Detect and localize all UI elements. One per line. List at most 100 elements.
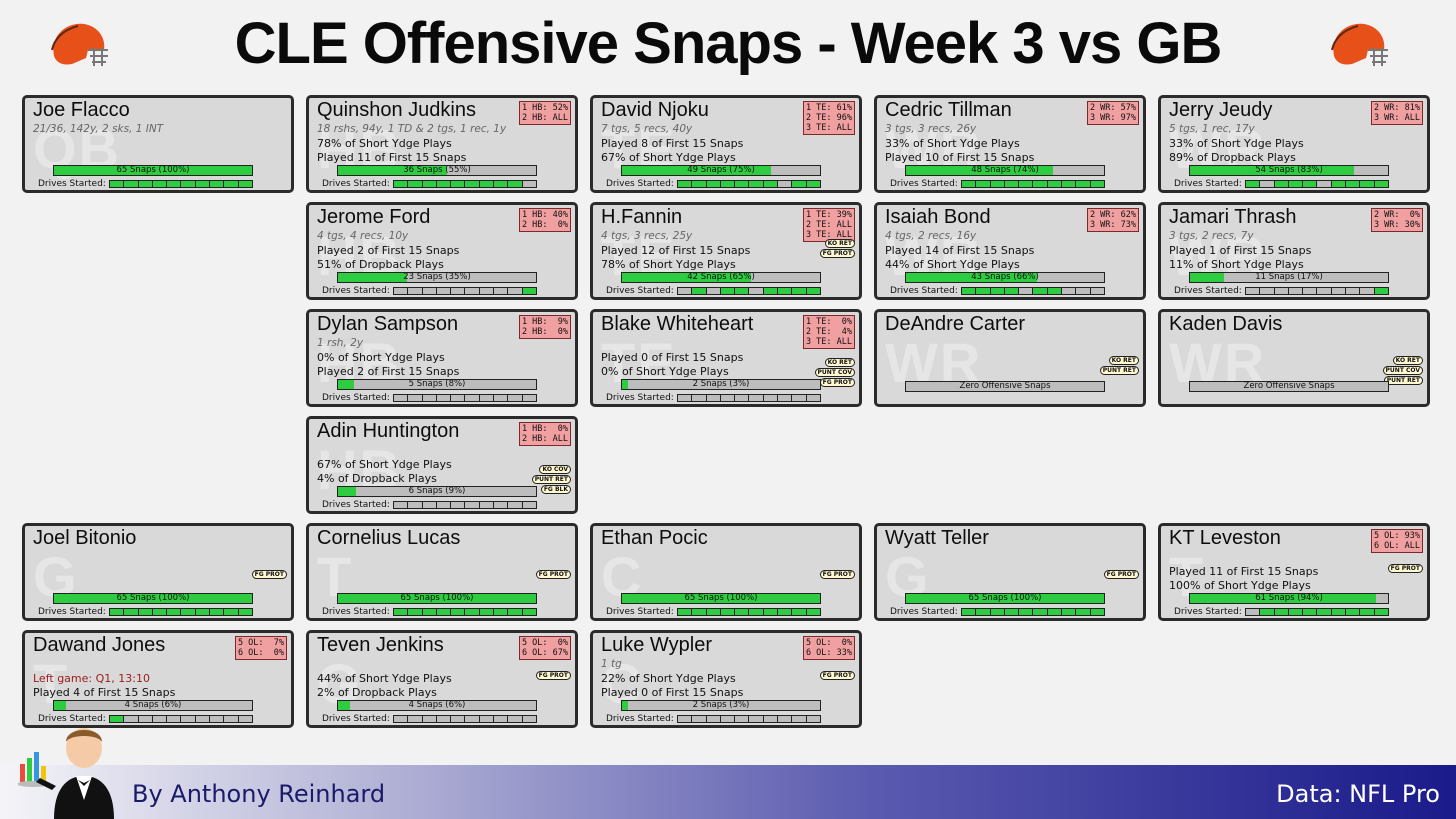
- drive-segment: [522, 502, 536, 508]
- drive-segment: [720, 609, 736, 615]
- note-line-2: 67% of Short Ydge Plays: [601, 151, 736, 164]
- note-line-2: 89% of Dropback Plays: [1169, 151, 1296, 164]
- player-name: Jamari Thrash: [1169, 206, 1297, 228]
- snap-bar-fill: [1190, 594, 1377, 603]
- player-name: DeAndre Carter: [885, 313, 1026, 335]
- drive-segment: [436, 181, 452, 187]
- stat-line: 3 tgs, 2 recs, 7y: [1169, 230, 1254, 242]
- note-line-1: Played 11 of First 15 Snaps: [1169, 565, 1319, 578]
- footer-banner: [0, 765, 1456, 819]
- drive-segment: [238, 181, 252, 187]
- stat-line: 4 tgs, 2 recs, 16y: [885, 230, 977, 242]
- drive-segment: [692, 716, 707, 722]
- drive-segment: [1019, 609, 1034, 615]
- author-credit: By Anthony Reinhard: [132, 780, 386, 808]
- role-tag: KO RET: [824, 239, 855, 248]
- personnel-badge: 1 TE: 0% 2 TE: 4% 3 TE: ALL: [802, 315, 855, 349]
- drive-segment: [692, 181, 707, 187]
- note-line-2: 2% of Dropback Plays: [317, 686, 437, 699]
- note-line-2: Played 0 of First 15 Snaps: [601, 686, 744, 699]
- drive-segment: [763, 609, 779, 615]
- player-card: T Cornelius Lucas FG PROT 65 Snaps (100%) Dr…: [306, 523, 578, 621]
- drive-segment: [1004, 609, 1020, 615]
- snap-bar-fill: [622, 380, 628, 389]
- drive-segment: [1076, 288, 1091, 294]
- drive-segment: [1033, 288, 1048, 294]
- player-card: T Dawand Jones Left game: Q1, 13:10 Played …: [22, 630, 294, 728]
- player-name: KT Leveston: [1169, 527, 1281, 549]
- drive-segment: [792, 716, 807, 722]
- drives-started-track: [1245, 287, 1389, 295]
- drive-segment: [749, 716, 764, 722]
- drive-segment: [1360, 181, 1375, 187]
- drive-segment: [976, 181, 991, 187]
- snap-bar-fill: [1190, 166, 1355, 175]
- drive-segment: [692, 288, 707, 294]
- drive-segment: [1019, 181, 1034, 187]
- drives-started-label: Drives Started:: [606, 714, 674, 724]
- special-teams-roles: FG PROT: [1103, 570, 1139, 579]
- drive-segment: [763, 288, 779, 294]
- drives-started-label: Drives Started:: [1174, 286, 1242, 296]
- note-line-1: 33% of Short Ydge Plays: [1169, 137, 1304, 150]
- drive-segment: [210, 181, 225, 187]
- note-line-2: 11% of Short Ydge Plays: [1169, 258, 1304, 271]
- drive-segment: [436, 716, 452, 722]
- role-tag: FG PROT: [535, 671, 571, 680]
- role-tag: FG PROT: [819, 671, 855, 680]
- drive-segment: [394, 288, 409, 294]
- personnel-badge: 2 WR: 0% 3 WR: 30%: [1370, 208, 1423, 232]
- player-name: Wyatt Teller: [885, 527, 989, 549]
- drive-segment: [479, 502, 495, 508]
- snap-bar-fill: [338, 273, 408, 282]
- drives-started-track: [393, 608, 537, 616]
- drive-segment: [1360, 609, 1375, 615]
- drive-segment: [522, 288, 536, 294]
- drives-started-track: [961, 287, 1105, 295]
- drive-segment: [806, 609, 820, 615]
- player-card: C Luke Wypler 1 tg 22% of Short Ydge Plays P…: [590, 630, 862, 728]
- drive-segment: [451, 502, 466, 508]
- role-tag: FG PROT: [1103, 570, 1139, 579]
- player-name: Blake Whiteheart: [601, 313, 754, 335]
- drive-segment: [167, 181, 182, 187]
- drive-segment: [1090, 609, 1104, 615]
- drive-segment: [394, 716, 409, 722]
- role-tag: KO RET: [1108, 356, 1139, 365]
- role-tag: KO COV: [539, 465, 571, 474]
- drive-segment: [990, 609, 1005, 615]
- drive-segment: [778, 288, 793, 294]
- drive-segment: [1346, 609, 1361, 615]
- drive-segment: [451, 288, 466, 294]
- drive-segment: [110, 181, 125, 187]
- snap-bar: 5 Snaps (8%): [337, 379, 537, 390]
- drive-segment: [1331, 181, 1347, 187]
- drive-segment: [124, 181, 139, 187]
- note-line-1: 44% of Short Ydge Plays: [317, 672, 452, 685]
- drive-segment: [508, 181, 523, 187]
- snap-bar: 65 Snaps (100%): [905, 593, 1105, 604]
- note-line-1: Played 2 of First 15 Snaps: [317, 244, 460, 257]
- player-card: WR Isaiah Bond 4 tgs, 2 recs, 16y Played 14…: [874, 202, 1146, 300]
- drive-segment: [181, 609, 196, 615]
- player-card: HB Jerome Ford 4 tgs, 4 recs, 10y Played 2 …: [306, 202, 578, 300]
- drive-segment: [990, 181, 1005, 187]
- drive-segment: [224, 716, 239, 722]
- drive-segment: [138, 181, 153, 187]
- drive-segment: [124, 609, 139, 615]
- drive-segment: [152, 609, 168, 615]
- personnel-badge: 1 HB: 40% 2 HB: 0%: [518, 208, 571, 232]
- snap-bar-fill: [338, 701, 350, 710]
- drive-segment: [1374, 288, 1388, 294]
- personnel-badge: 1 HB: 52% 2 HB: ALL: [518, 101, 571, 125]
- drive-segment: [422, 502, 437, 508]
- player-name: Kaden Davis: [1169, 313, 1283, 335]
- snap-bar-fill: [54, 594, 252, 603]
- snap-bar-fill: [622, 166, 771, 175]
- drives-started-label: Drives Started:: [38, 607, 106, 617]
- note-line-1: Played 1 of First 15 Snaps: [1169, 244, 1312, 257]
- special-teams-roles: FG PROT: [819, 671, 855, 680]
- snap-bar-fill: [54, 701, 66, 710]
- drive-segment: [224, 181, 239, 187]
- drive-segment: [990, 288, 1005, 294]
